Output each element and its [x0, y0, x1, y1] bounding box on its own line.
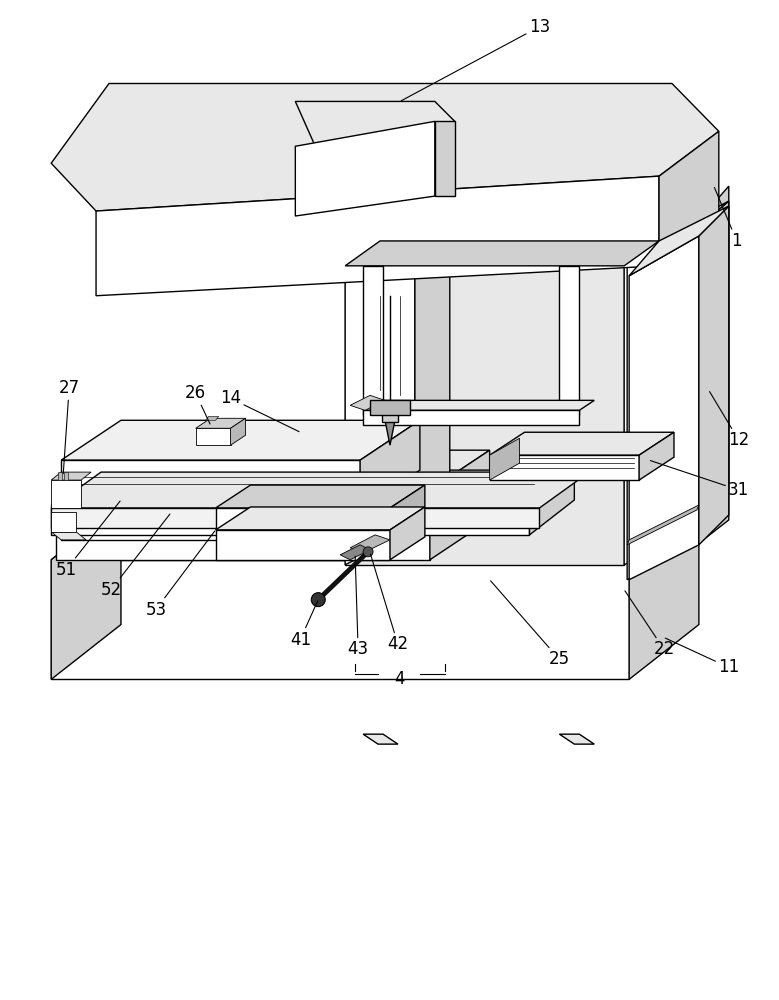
Polygon shape: [624, 226, 694, 565]
Polygon shape: [295, 101, 455, 146]
Polygon shape: [627, 201, 729, 266]
Polygon shape: [206, 416, 219, 420]
Polygon shape: [51, 472, 589, 508]
Polygon shape: [216, 507, 425, 530]
Polygon shape: [51, 505, 530, 535]
Polygon shape: [350, 395, 385, 410]
Polygon shape: [430, 450, 490, 560]
Polygon shape: [51, 83, 719, 211]
Polygon shape: [216, 530, 390, 560]
Polygon shape: [490, 438, 520, 480]
Polygon shape: [627, 228, 697, 580]
Polygon shape: [96, 176, 659, 296]
Polygon shape: [51, 512, 76, 532]
Polygon shape: [231, 418, 245, 445]
Polygon shape: [629, 505, 699, 679]
Polygon shape: [559, 734, 594, 744]
Text: 4: 4: [395, 670, 405, 688]
Polygon shape: [370, 400, 410, 415]
Polygon shape: [62, 420, 420, 460]
Text: 14: 14: [220, 389, 299, 432]
Polygon shape: [415, 196, 449, 530]
Polygon shape: [697, 201, 729, 545]
Polygon shape: [382, 410, 398, 422]
Polygon shape: [51, 532, 86, 540]
Polygon shape: [639, 432, 674, 480]
Text: 51: 51: [55, 501, 120, 579]
Polygon shape: [363, 266, 383, 415]
Polygon shape: [56, 490, 430, 560]
Text: 11: 11: [665, 638, 739, 676]
Polygon shape: [530, 470, 574, 535]
Polygon shape: [62, 460, 360, 510]
Polygon shape: [56, 450, 490, 490]
Text: 42: 42: [371, 554, 408, 653]
Polygon shape: [627, 505, 699, 545]
Polygon shape: [62, 470, 420, 510]
Polygon shape: [390, 507, 425, 560]
Text: 52: 52: [100, 514, 170, 599]
Text: 12: 12: [710, 392, 749, 449]
Text: 1: 1: [714, 187, 742, 250]
Text: 53: 53: [145, 531, 215, 619]
Polygon shape: [51, 505, 121, 679]
Polygon shape: [196, 418, 245, 428]
Text: 43: 43: [347, 556, 368, 658]
Polygon shape: [363, 410, 580, 425]
Polygon shape: [64, 472, 68, 480]
Text: 27: 27: [58, 379, 79, 474]
Polygon shape: [216, 508, 390, 530]
Polygon shape: [363, 400, 594, 410]
Circle shape: [363, 547, 373, 557]
Text: 22: 22: [625, 591, 675, 658]
Polygon shape: [51, 480, 81, 508]
Text: 13: 13: [401, 18, 550, 101]
Polygon shape: [490, 432, 674, 455]
Polygon shape: [51, 508, 540, 528]
Polygon shape: [345, 241, 659, 266]
Polygon shape: [694, 186, 729, 530]
Polygon shape: [435, 121, 455, 196]
Polygon shape: [62, 510, 360, 540]
Polygon shape: [345, 226, 415, 565]
Polygon shape: [51, 560, 629, 679]
Text: 26: 26: [185, 384, 210, 424]
Polygon shape: [51, 472, 91, 480]
Polygon shape: [360, 420, 420, 510]
Polygon shape: [360, 470, 420, 540]
Text: 25: 25: [491, 581, 570, 668]
Polygon shape: [629, 236, 699, 580]
Polygon shape: [216, 485, 425, 508]
Polygon shape: [196, 428, 231, 445]
Polygon shape: [363, 734, 398, 744]
Polygon shape: [58, 472, 62, 480]
Polygon shape: [629, 206, 729, 276]
Polygon shape: [699, 206, 729, 545]
Polygon shape: [51, 505, 699, 560]
Polygon shape: [51, 470, 574, 505]
Polygon shape: [295, 121, 435, 216]
Polygon shape: [340, 545, 370, 560]
Polygon shape: [390, 485, 425, 530]
Polygon shape: [385, 420, 395, 445]
Text: 41: 41: [290, 601, 318, 649]
Text: 31: 31: [650, 461, 749, 499]
Circle shape: [312, 593, 325, 607]
Polygon shape: [490, 455, 639, 480]
Polygon shape: [350, 535, 390, 552]
Polygon shape: [345, 266, 624, 565]
Polygon shape: [559, 266, 580, 415]
Polygon shape: [659, 131, 719, 266]
